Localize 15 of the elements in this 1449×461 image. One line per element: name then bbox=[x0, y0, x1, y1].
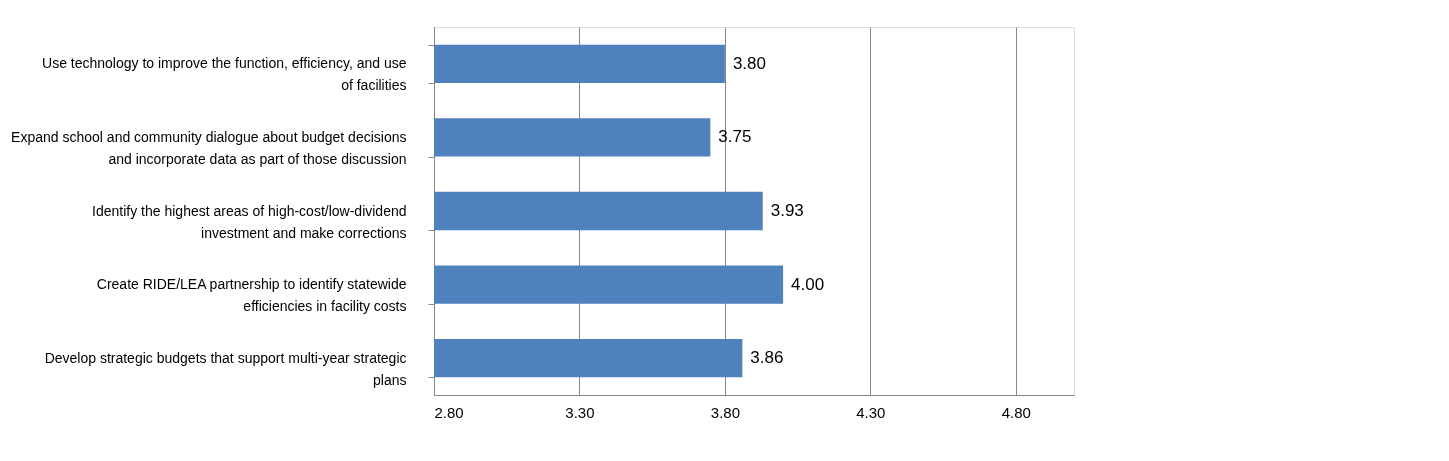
y-tick-label: Identify the highest areas of high-cost/low-dividend investment and make corrections bbox=[92, 202, 407, 241]
y-tick-label: Create RIDE/LEA partnership to identify statewide efficiencies in facility costs bbox=[96, 276, 407, 315]
y-tick-label: Expand school and community dialogue about budget decisions and incorporate data as part of those discussion bbox=[11, 128, 407, 167]
y-tick-label: Use technology to improve the function, efficiency, and use of facilities bbox=[42, 55, 407, 94]
x-tick-label: 4.80 bbox=[1001, 403, 1031, 421]
data-label: 4.00 bbox=[791, 274, 825, 294]
x-tick-label: 3.80 bbox=[710, 403, 741, 421]
data-label: 3.86 bbox=[750, 348, 784, 368]
y-tick-label: Develop strategic budgets that support multi-year strategic plans bbox=[44, 349, 407, 388]
x-tick-label: 3.30 bbox=[565, 403, 595, 421]
data-label: 3.75 bbox=[718, 127, 752, 147]
x-tick-label: 4.30 bbox=[856, 403, 886, 421]
x-tick-label: 2.80 bbox=[434, 403, 464, 421]
data-label: 3.93 bbox=[770, 201, 804, 220]
data-label: 3.80 bbox=[732, 53, 766, 73]
